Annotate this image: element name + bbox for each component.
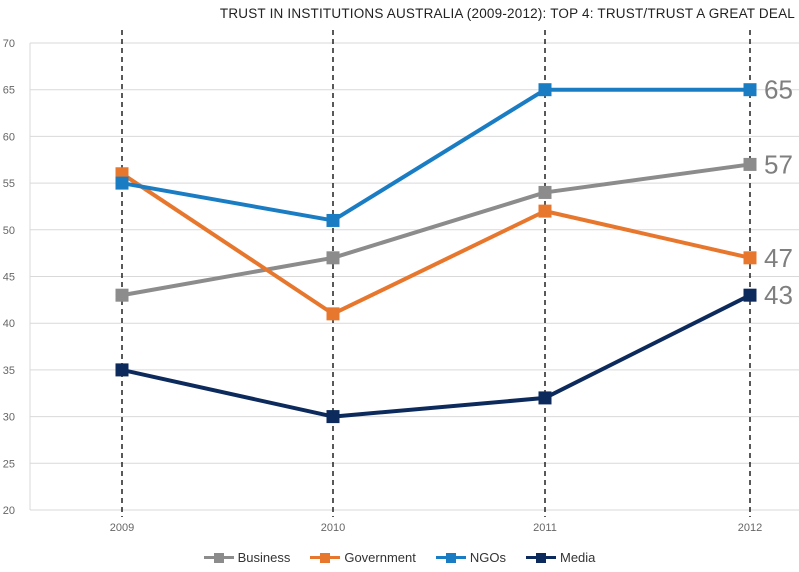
data-point-ngos [743,83,757,97]
legend-swatch [435,552,466,563]
data-point-business [115,288,129,302]
y-tick-label: 70 [3,38,15,50]
end-label-business: 57 [764,149,793,179]
data-point-media [743,288,757,302]
y-tick-label: 50 [3,225,15,237]
data-point-media [115,363,129,377]
legend-item-government: Government [310,550,416,565]
end-label-government: 47 [764,243,793,273]
chart-title: TRUST IN INSTITUTIONS AUSTRALIA (2009-20… [219,6,795,21]
x-tick-label: 2011 [533,522,557,534]
legend-label: Business [237,550,291,565]
x-tick-label: 2010 [321,522,345,534]
legend-swatch [310,552,341,563]
series-ngos: 65 [115,75,793,227]
series-media: 43 [115,280,793,424]
line-chart: 20 25 30 35 40 45 50 55 60 65 70 2009 2010 2011 2012 57… [3,30,799,534]
legend-swatch [526,552,556,563]
y-tick-label: 25 [3,458,15,470]
data-point-media [326,410,340,424]
series-government: 47 [115,167,793,321]
legend-item-business: Business [203,550,291,565]
data-point-business [743,157,757,171]
y-tick-label: 20 [3,505,15,517]
y-tick-label: 60 [3,131,15,143]
data-point-government [743,251,757,265]
data-point-ngos [115,176,129,190]
data-point-business [326,251,340,265]
x-tick-label: 2009 [110,522,134,534]
series-line-government [120,172,751,316]
legend-item-ngos: NGOs [435,550,506,565]
end-label-media: 43 [764,280,793,310]
data-point-ngos [326,213,340,227]
series-line-media [121,293,751,419]
y-tick-label: 65 [3,85,15,97]
y-tick-label: 45 [3,272,15,284]
data-point-media [538,391,552,405]
legend-swatch [203,552,234,563]
y-tick-label: 35 [3,365,15,377]
legend-label: Media [560,550,596,565]
legend-label: NGOs [469,550,506,565]
x-tick-label: 2012 [738,522,762,534]
y-tick-label: 40 [3,318,15,330]
y-tick-label: 30 [3,412,15,424]
data-point-government [326,307,340,321]
legend-label: Government [344,550,416,565]
series-line-ngos [121,87,750,223]
series-line-business [121,162,751,298]
y-tick-label: 55 [3,178,15,190]
data-point-business [538,185,552,199]
series-business: 57 [115,149,793,302]
data-point-ngos [538,83,552,97]
chart-legend: Business Government NGOs Media [0,550,799,565]
legend-item-media: Media [526,550,595,565]
end-label-ngos: 65 [764,75,793,105]
data-point-government [538,204,552,218]
